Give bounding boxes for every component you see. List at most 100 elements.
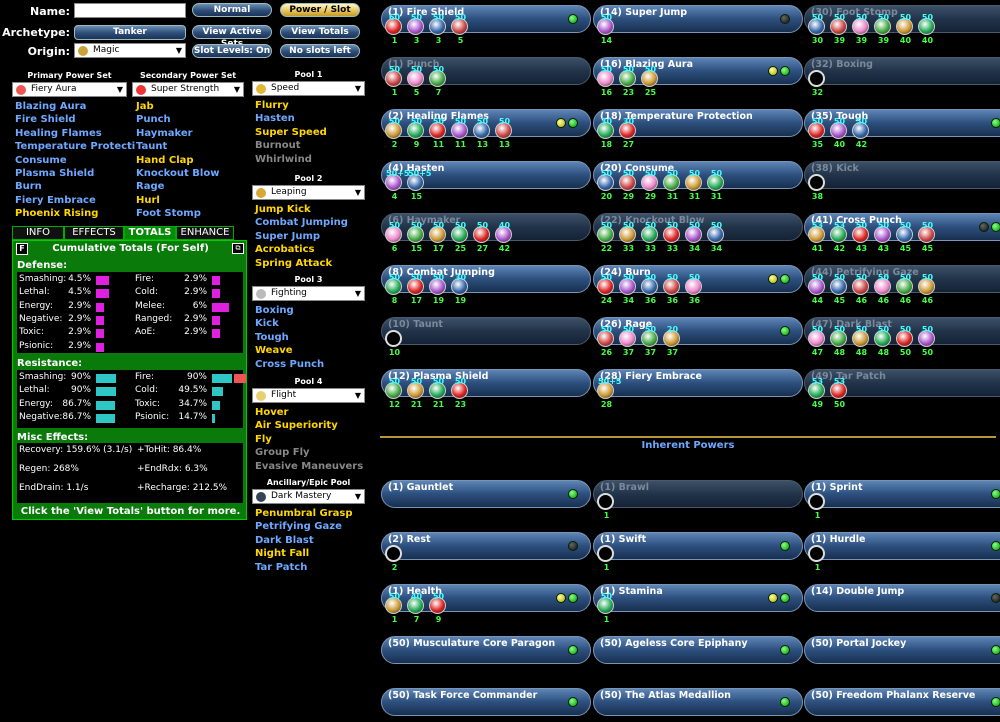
enhancement-icon[interactable]: 50+5 15 <box>407 169 431 201</box>
enhancement-icon[interactable]: 53 49 <box>808 377 825 409</box>
enhancement-icon[interactable]: 50 34 <box>619 273 636 305</box>
pool-power-item[interactable]: Whirlwind <box>255 153 312 165</box>
toggle-indicator[interactable] <box>780 697 790 707</box>
enhancement-icon[interactable]: 50 33 <box>663 221 680 253</box>
enhancement-icon[interactable]: 50 9 <box>407 117 424 149</box>
toggle-indicator[interactable] <box>768 274 778 284</box>
enhancement-icon[interactable]: 53 41 <box>808 221 825 253</box>
pool-power-item[interactable]: Hover <box>255 407 289 418</box>
enhancement-icon[interactable]: 50 46 <box>918 273 935 305</box>
power-slot[interactable]: (1) Health 50 1 40 7 50 9 <box>381 584 591 624</box>
enhancement-icon[interactable]: 50 31 <box>685 169 702 201</box>
enhancement-icon[interactable]: 50 16 <box>597 65 614 97</box>
tab-effects[interactable]: EFFECTS <box>64 226 124 240</box>
enhancement-icon[interactable]: 50 5 <box>407 65 424 97</box>
enhancement-icon[interactable]: 50 31 <box>707 169 724 201</box>
toggle-indicator[interactable] <box>979 222 989 232</box>
empty-slot[interactable]: 32 <box>808 70 825 97</box>
power-slot[interactable]: (2) Rest 2 <box>381 532 591 572</box>
power-slot[interactable]: (18) Temperature Protection 30 18 30 27 <box>593 109 803 149</box>
enhancement-icon[interactable]: 50 48 <box>830 325 847 357</box>
enhancement-icon[interactable]: 50 21 <box>407 377 424 409</box>
power-slot[interactable]: (50) Musculature Core Paragon <box>381 636 591 664</box>
enhancement-icon[interactable]: 50 1 <box>597 592 614 624</box>
enhancement-icon[interactable]: 53 42 <box>830 221 847 253</box>
enhancement-icon[interactable]: 50 33 <box>641 221 658 253</box>
toggle-indicator[interactable] <box>991 118 1000 128</box>
enhancement-icon[interactable]: 50 48 <box>852 325 869 357</box>
power-slot[interactable]: (44) Petrifying Gaze 50 44 50 45 50 46 50 46 50 46… <box>804 265 1000 305</box>
toggle-indicator[interactable] <box>768 66 778 76</box>
power-slot[interactable]: (1) Brawl 1 <box>593 480 803 520</box>
toggle-indicator[interactable] <box>568 645 578 655</box>
enhancement-icon[interactable]: 50 27 <box>473 221 490 253</box>
enhancement-icon[interactable]: 50 31 <box>663 169 680 201</box>
pool-power-item[interactable]: Petrifying Gaze <box>255 521 342 533</box>
secondary-power-item[interactable]: Taunt <box>136 141 168 153</box>
power-slot[interactable]: (2) Healing Flames 50 2 50 9 50 11 50 11 50 13 50 13 <box>381 109 591 149</box>
view-totals-button[interactable]: View Totals <box>280 25 360 39</box>
enhancement-icon[interactable]: 50 34 <box>685 221 702 253</box>
pool-select[interactable]: Fighting ▼ <box>252 286 365 301</box>
pool-power-item[interactable]: Night Fall <box>255 548 310 560</box>
power-slot[interactable]: (1) Fire Shield 60 1 50 3 50 3 50 5 <box>381 5 591 45</box>
enhancement-icon[interactable]: 50 15 <box>407 221 424 253</box>
empty-slot[interactable]: 38 <box>808 174 825 201</box>
enhancement-icon[interactable]: 50 11 <box>429 117 446 149</box>
enhancement-icon[interactable]: 50 43 <box>874 221 891 253</box>
toggle-indicator[interactable] <box>780 541 790 551</box>
toggle-indicator[interactable] <box>991 697 1000 707</box>
empty-slot[interactable]: 1 <box>597 493 614 520</box>
enhancement-icon[interactable]: 50 43 <box>852 221 869 253</box>
power-slot[interactable]: (35) Tough 50 35 50 40 50 42 <box>804 109 1000 149</box>
primary-power-item[interactable]: Fire Shield <box>15 114 76 126</box>
power-slot[interactable]: (14) Double Jump <box>804 584 1000 612</box>
primary-power-item[interactable]: Fiery Embrace <box>15 194 96 206</box>
enhancement-icon[interactable]: 50 3 <box>407 13 424 45</box>
toggle-indicator[interactable] <box>780 645 790 655</box>
power-slot[interactable]: (1) Swift 1 <box>593 532 803 572</box>
view-active-sets-button[interactable]: View Active Sets <box>192 25 272 49</box>
pool-power-item[interactable]: Hasten <box>255 113 295 125</box>
pool-power-item[interactable]: Evasive Maneuvers <box>255 460 364 472</box>
secondary-power-item[interactable]: Foot Stomp <box>136 208 201 220</box>
enhancement-icon[interactable]: 30 27 <box>619 117 636 149</box>
enhancement-icon[interactable]: 50 23 <box>451 377 468 409</box>
toggle-indicator[interactable] <box>556 118 566 128</box>
enhancement-icon[interactable]: 50 21 <box>429 377 446 409</box>
enhancement-icon[interactable]: 50 45 <box>918 221 935 253</box>
enhancement-icon[interactable]: 50 17 <box>429 221 446 253</box>
archetype-select[interactable]: Tanker <box>74 25 186 40</box>
enhancement-icon[interactable]: 50 14 <box>597 13 614 45</box>
enhancement-icon[interactable]: 50 40 <box>830 117 847 149</box>
enhancement-icon[interactable]: 50 42 <box>852 117 869 149</box>
secondary-power-item[interactable]: Hand Clap <box>136 154 194 166</box>
enhancement-icon[interactable]: 50 36 <box>685 273 702 305</box>
empty-slot[interactable]: 1 <box>597 545 614 572</box>
power-slot[interactable]: (50) The Atlas Medallion <box>593 688 803 716</box>
enhancement-icon[interactable]: 50 20 <box>597 169 614 201</box>
toggle-indicator[interactable] <box>991 645 1000 655</box>
enhancement-icon[interactable]: 50 30 <box>808 13 825 45</box>
pool-power-item[interactable]: Fly <box>255 433 272 445</box>
power-slot[interactable]: (30) Foot Stomp 50 30 50 39 50 39 50 39 50 40 50 40 <box>804 5 1000 45</box>
power-slot[interactable]: (20) Consume 50 20 50 29 50 29 50 31 50 31 50 31 <box>593 161 803 201</box>
pool-power-item[interactable]: Jump Kick <box>255 204 311 215</box>
enhancement-icon[interactable]: 50 39 <box>852 13 869 45</box>
toggle-indicator[interactable] <box>768 593 778 603</box>
enhancement-icon[interactable]: 53 50 <box>830 377 847 409</box>
toggle-indicator[interactable] <box>568 118 578 128</box>
power-slot[interactable]: (41) Cross Punch 53 41 53 42 50 43 50 43 50 45 50 45 <box>804 213 1000 253</box>
pool-power-item[interactable]: Weave <box>255 345 293 357</box>
enhancement-icon[interactable]: 50 45 <box>830 273 847 305</box>
enhancement-icon[interactable]: 50 19 <box>429 273 446 305</box>
empty-slot[interactable]: 10 <box>385 330 402 357</box>
slot-levels-button[interactable]: Slot Levels: On <box>192 44 272 58</box>
enhancement-icon[interactable]: 50 34 <box>707 221 724 253</box>
pool-power-item[interactable]: Boxing <box>255 305 294 316</box>
secondary-power-item[interactable]: Hurl <box>136 194 160 206</box>
enhancement-icon[interactable]: 50 11 <box>451 117 468 149</box>
enhancement-icon[interactable]: 50 48 <box>874 325 891 357</box>
power-slot[interactable]: (28) Fiery Embrace 50+5 28 <box>593 369 803 409</box>
toggle-indicator[interactable] <box>780 14 790 24</box>
